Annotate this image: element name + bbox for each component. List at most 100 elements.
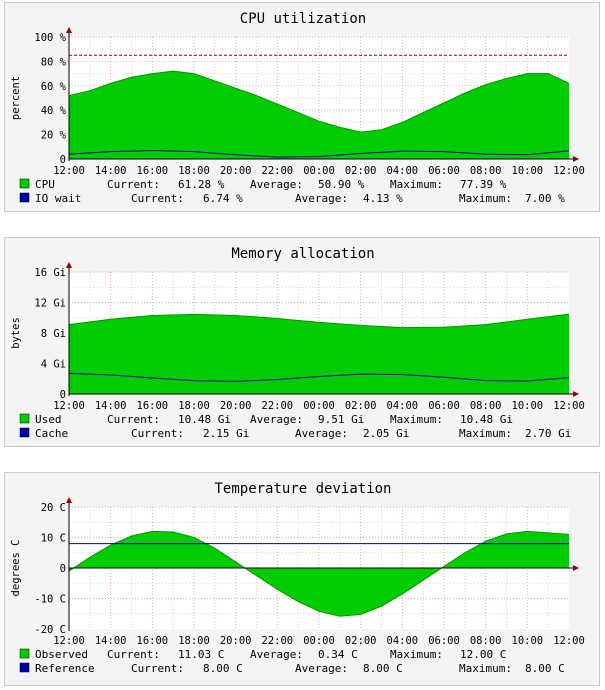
legend-label: Used bbox=[35, 413, 62, 426]
legend-stat: 2.15 Gi bbox=[203, 427, 249, 440]
y-tick-label: -10 C bbox=[34, 594, 66, 606]
legend-label: Reference bbox=[35, 662, 95, 675]
temperature-chart: Temperature deviation degrees C 12:00 14:00… bbox=[10, 481, 585, 675]
x-tick-label: 02:00 bbox=[345, 165, 377, 177]
y-axis-arrow bbox=[66, 27, 72, 33]
x-tick-label: 04:00 bbox=[387, 635, 419, 647]
legend-stat: 6.74 % bbox=[203, 192, 243, 205]
y-axis-arrow bbox=[66, 497, 72, 503]
x-tick-label: 02:00 bbox=[345, 635, 377, 647]
x-axis-arrow bbox=[573, 565, 579, 571]
legend-stat: 4.13 % bbox=[363, 192, 403, 205]
x-axis-arrow bbox=[573, 391, 579, 397]
x-tick-label: 10:00 bbox=[512, 165, 544, 177]
x-tick-label: 18:00 bbox=[178, 400, 210, 412]
x-tick-label: 10:00 bbox=[512, 400, 544, 412]
cpu-chart-panel: CPU utilization percent 12:00 14:00 16:00 18:… bbox=[4, 2, 600, 212]
y-tick-label: 20 C bbox=[41, 502, 66, 514]
legend-stat: 7.00 % bbox=[525, 192, 565, 205]
y-tick-label: 16 Gi bbox=[34, 267, 66, 279]
x-tick-label: 08:00 bbox=[470, 165, 502, 177]
x-tick-label: 16:00 bbox=[137, 400, 169, 412]
legend-label: IO wait bbox=[35, 192, 81, 205]
x-tick-label: 16:00 bbox=[137, 165, 169, 177]
y-tick-label: 10 C bbox=[41, 533, 66, 545]
chart-title: CPU utilization bbox=[240, 11, 366, 27]
x-tick-label: 08:00 bbox=[470, 400, 502, 412]
legend-stat: 50.90 % bbox=[318, 178, 365, 191]
chart-title: Temperature deviation bbox=[214, 481, 391, 497]
x-tick-label: 20:00 bbox=[220, 165, 252, 177]
series-area-observed bbox=[69, 531, 569, 617]
y-tick-label: 80 % bbox=[41, 56, 67, 68]
legend-stat: Maximum: bbox=[390, 413, 443, 426]
legend-swatch bbox=[19, 192, 30, 203]
memory-chart-panel: Memory allocation bytes 12:00 14:00 16:00 18:… bbox=[4, 237, 600, 447]
series-edge bbox=[68, 313, 570, 329]
cpu-chart: CPU utilization percent 12:00 14:00 16:00 18:… bbox=[10, 11, 585, 205]
x-tick-label: 12:00 bbox=[53, 400, 85, 412]
x-tick-label: 04:00 bbox=[387, 400, 419, 412]
x-tick-label: 12:00 bbox=[553, 400, 585, 412]
legend-stat: Maximum: bbox=[459, 427, 512, 440]
legend-stat: Average: bbox=[250, 178, 303, 191]
x-tick-label: 00:00 bbox=[303, 165, 335, 177]
x-tick-label: 06:00 bbox=[428, 635, 460, 647]
legend-stat: 11.03 C bbox=[178, 648, 224, 661]
legend-swatch bbox=[19, 413, 30, 424]
series-area-cpu bbox=[69, 71, 569, 159]
legend-stat: 12.00 C bbox=[460, 648, 506, 661]
x-tick-label: 22:00 bbox=[262, 400, 294, 412]
y-axis-label: degrees C bbox=[10, 540, 22, 597]
legend-stat: Average: bbox=[250, 413, 303, 426]
temperature-chart-panel: Temperature deviation degrees C 12:00 14:00… bbox=[4, 472, 600, 686]
legend-stat: Maximum: bbox=[459, 662, 512, 675]
y-tick-label: 0 bbox=[60, 563, 66, 575]
legend-stat: 10.48 Gi bbox=[460, 413, 513, 426]
y-tick-label: 20 % bbox=[41, 130, 67, 142]
x-tick-label: 18:00 bbox=[178, 635, 210, 647]
x-tick-label: 22:00 bbox=[262, 165, 294, 177]
series-line-io-wait bbox=[68, 149, 570, 158]
x-tick-label: 16:00 bbox=[137, 635, 169, 647]
legend-stat: Current: bbox=[131, 662, 184, 675]
legend-stat: Current: bbox=[131, 427, 184, 440]
y-tick-label: 0 bbox=[60, 389, 66, 401]
legend-stat: 77.39 % bbox=[460, 178, 507, 191]
y-tick-label: 60 % bbox=[41, 81, 67, 93]
legend-stat: Current: bbox=[107, 648, 160, 661]
x-tick-label: 06:00 bbox=[428, 400, 460, 412]
x-tick-label: 12:00 bbox=[53, 165, 85, 177]
legend-stat: Maximum: bbox=[390, 178, 443, 191]
x-tick-label: 14:00 bbox=[95, 165, 127, 177]
legend-stat: 2.05 Gi bbox=[363, 427, 409, 440]
legend-stat: 10.48 Gi bbox=[178, 413, 231, 426]
legend-stat: Current: bbox=[107, 178, 160, 191]
x-tick-label: 12:00 bbox=[553, 165, 585, 177]
x-tick-label: 10:00 bbox=[512, 635, 544, 647]
series-area-used bbox=[69, 314, 569, 394]
legend-swatch bbox=[19, 427, 30, 438]
y-axis-label: percent bbox=[10, 76, 22, 120]
x-tick-label: 06:00 bbox=[428, 165, 460, 177]
legend-swatch bbox=[19, 662, 30, 673]
y-tick-label: 0 bbox=[60, 154, 66, 166]
x-tick-label: 18:00 bbox=[178, 165, 210, 177]
x-tick-label: 20:00 bbox=[220, 400, 252, 412]
legend-stat: 0.34 C bbox=[318, 648, 358, 661]
legend-stat: 61.28 % bbox=[178, 178, 225, 191]
y-tick-label: 4 Gi bbox=[41, 359, 66, 371]
legend-swatch bbox=[19, 648, 30, 659]
series-edge bbox=[68, 530, 570, 617]
x-tick-label: 00:00 bbox=[303, 635, 335, 647]
x-tick-label: 22:00 bbox=[262, 635, 294, 647]
legend-stat: Average: bbox=[295, 427, 348, 440]
legend-stat: Current: bbox=[107, 413, 160, 426]
series-edge bbox=[68, 70, 570, 133]
legend-stat: 8.00 C bbox=[363, 662, 403, 675]
x-tick-label: 04:00 bbox=[387, 165, 419, 177]
y-axis-label: bytes bbox=[10, 317, 22, 349]
legend-stat: 2.70 Gi bbox=[525, 427, 571, 440]
x-tick-label: 14:00 bbox=[95, 635, 127, 647]
legend-stat: Average: bbox=[295, 662, 348, 675]
